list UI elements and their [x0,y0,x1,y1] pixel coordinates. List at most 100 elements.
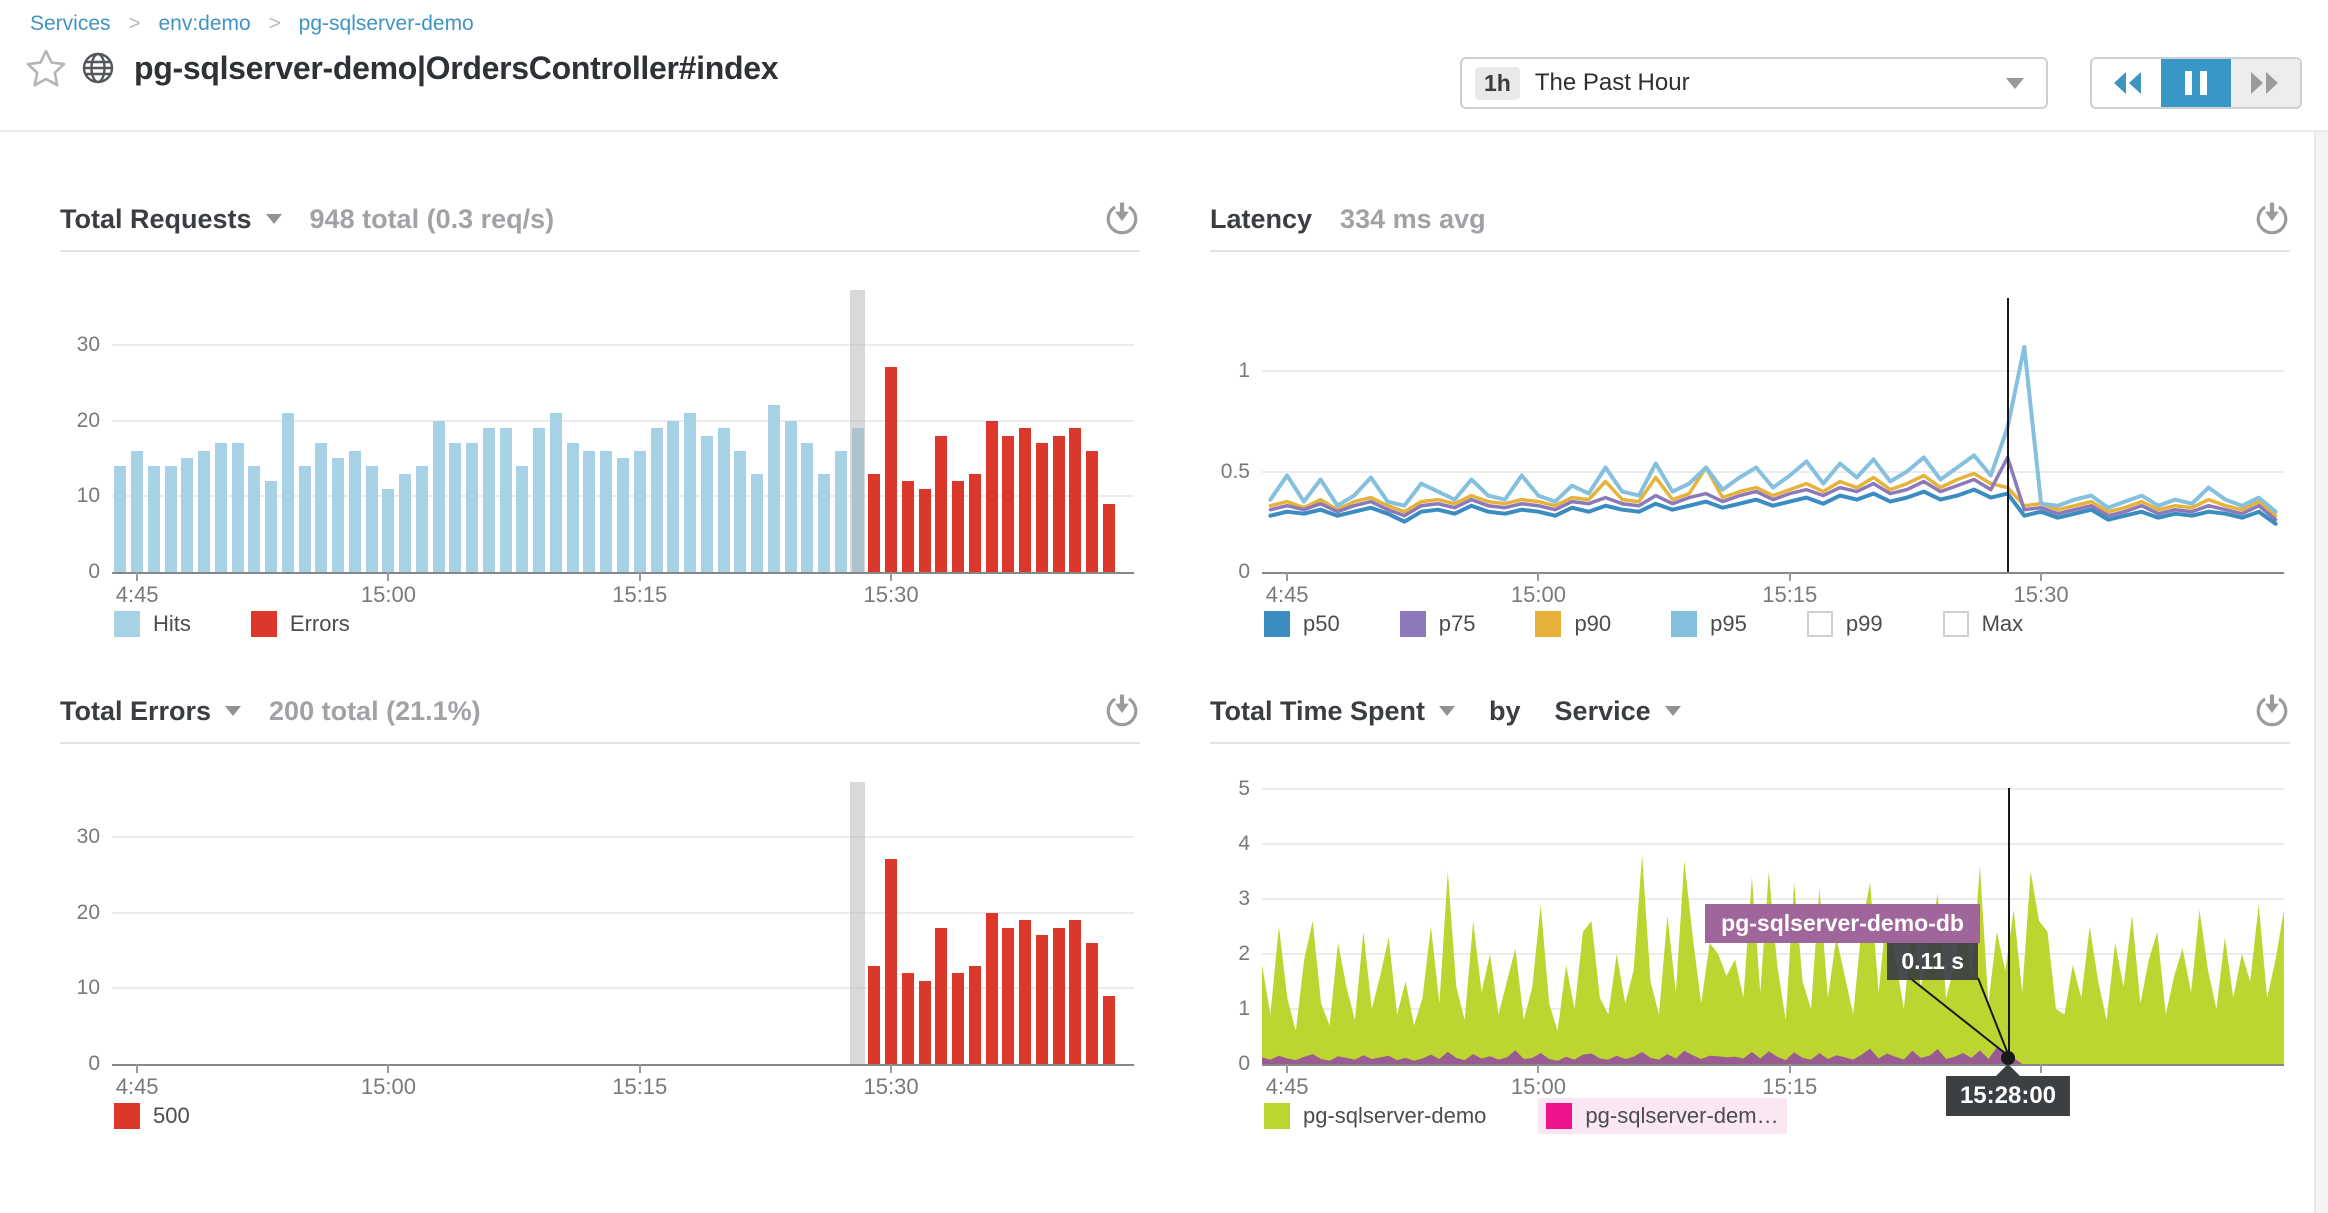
hits-bar[interactable] [114,465,127,572]
chevron-down-icon[interactable] [225,706,242,716]
legend-item[interactable]: p90 [1527,606,1619,642]
breadcrumb-link-services[interactable]: Services [30,12,111,35]
breadcrumb-link-service[interactable]: pg-sqlserver-demo [298,12,474,35]
legend-item[interactable]: Hits [106,606,199,642]
hits-bar[interactable] [164,465,177,572]
hits-bar[interactable] [617,458,629,572]
legend-item[interactable]: p99 [1799,606,1891,642]
hits-bar[interactable] [633,450,646,572]
legend-item[interactable]: Max [1935,606,2032,642]
legend-item[interactable]: Errors [243,606,358,642]
hits-bar[interactable] [315,443,328,572]
hits-bar[interactable] [784,420,797,572]
hits-bar[interactable] [767,405,780,572]
500-bar[interactable] [1052,927,1065,1064]
hits-bar[interactable] [751,473,764,572]
500-bar[interactable] [935,927,948,1064]
500-bar[interactable] [1035,935,1048,1064]
errors-bar[interactable] [918,488,931,572]
download-icon[interactable] [2254,201,2290,237]
hits-bar[interactable] [549,412,562,572]
500-bar[interactable] [1086,942,1099,1064]
errors-bar[interactable] [952,481,965,572]
scrollbar-track[interactable] [2314,130,2328,1213]
hits-bar[interactable] [499,428,512,572]
hits-bar[interactable] [700,435,713,572]
download-icon[interactable] [1104,201,1140,237]
time-range-selector[interactable]: 1h The Past Hour [1460,57,2048,109]
hits-bar[interactable] [198,450,211,572]
hits-bar[interactable] [566,443,579,572]
errors-bar[interactable] [985,420,998,572]
errors-bar[interactable] [1035,443,1048,572]
hits-bar[interactable] [147,465,160,572]
hits-bar[interactable] [684,412,697,572]
breadcrumb-link-env[interactable]: env:demo [158,12,251,35]
chevron-down-icon[interactable] [265,214,282,224]
hits-bar[interactable] [332,458,345,572]
hits-bar[interactable] [181,458,194,572]
500-bar[interactable] [1002,927,1015,1064]
500-bar[interactable] [868,965,881,1064]
500-bar[interactable] [968,965,981,1064]
legend-item[interactable]: pg-sqlserver-demo [1256,1098,1494,1134]
rewind-button[interactable] [2092,59,2161,107]
hits-bar[interactable] [399,473,412,572]
errors-bar[interactable] [1019,428,1032,572]
500-bar[interactable] [885,859,898,1064]
hits-bar[interactable] [667,420,680,572]
fast-forward-button[interactable] [2230,59,2300,107]
hits-bar[interactable] [281,412,294,572]
legend-item[interactable]: p95 [1663,606,1755,642]
errors-bar[interactable] [1002,435,1015,572]
favorite-star-icon[interactable] [26,48,66,88]
errors-bar[interactable] [868,473,881,572]
pause-button[interactable] [2161,59,2231,107]
hits-bar[interactable] [717,428,730,572]
errors-bar[interactable] [885,367,898,572]
hits-bar[interactable] [482,428,495,572]
total-errors-plot[interactable]: 0 10 20 30 4:45 15:00 15:15 15:30 [77,782,1134,1099]
legend-item[interactable]: p75 [1392,606,1484,642]
legend-item[interactable]: p50 [1256,606,1348,642]
errors-bar[interactable] [1052,435,1065,572]
download-icon[interactable] [2254,693,2290,729]
500-bar[interactable] [1019,920,1032,1064]
hits-bar[interactable] [231,443,244,572]
hits-bar[interactable] [583,450,596,572]
hits-bar[interactable] [365,465,378,572]
hits-bar[interactable] [248,465,261,572]
chevron-down-icon[interactable] [1664,706,1681,716]
hits-bar[interactable] [516,465,529,572]
hits-bar[interactable] [214,443,227,572]
errors-bar[interactable] [968,473,981,572]
hits-bar[interactable] [131,450,144,572]
hits-bar[interactable] [265,481,278,572]
500-bar[interactable] [1069,920,1082,1064]
500-bar[interactable] [985,912,998,1064]
chevron-down-icon[interactable] [1439,706,1456,716]
hits-bar[interactable] [834,450,847,572]
500-bar[interactable] [901,973,914,1064]
hits-bar[interactable] [415,465,428,572]
errors-bar[interactable] [1086,450,1099,572]
errors-bar[interactable] [935,435,948,572]
500-bar[interactable] [1102,995,1115,1064]
hits-bar[interactable] [600,450,613,572]
legend-item[interactable]: 500 [106,1098,198,1134]
errors-bar[interactable] [1102,503,1115,572]
hits-bar[interactable] [533,428,546,572]
group-by-service-dropdown[interactable]: Service [1554,695,1651,726]
hits-bar[interactable] [348,450,361,572]
hits-bar[interactable] [432,420,445,572]
500-bar[interactable] [952,973,965,1064]
hits-bar[interactable] [449,443,462,572]
download-icon[interactable] [1104,693,1140,729]
total-time-spent-plot[interactable]: pg-sqlserver-demo-db 0.11 s 15:28:00 0 1 2… [1238,777,2284,1116]
hits-bar[interactable] [801,443,814,572]
hits-bar[interactable] [650,428,663,572]
hits-bar[interactable] [466,443,479,572]
errors-bar[interactable] [1069,428,1082,572]
latency-plot[interactable]: 0 0.5 1 4:45 15:00 15:15 15:30 [1221,294,2284,607]
legend-item[interactable]: pg-sqlserver-dem… [1538,1098,1787,1134]
